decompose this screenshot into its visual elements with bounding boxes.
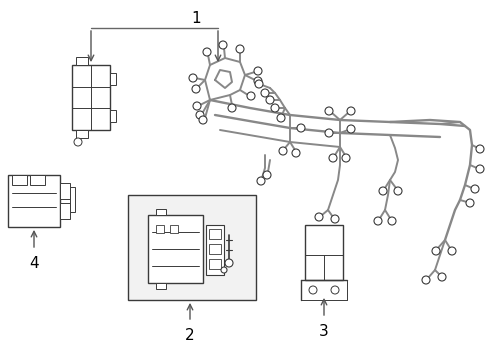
Circle shape <box>291 149 299 157</box>
Circle shape <box>328 154 336 162</box>
Circle shape <box>387 217 395 225</box>
Bar <box>76 130 88 138</box>
Circle shape <box>325 129 332 137</box>
Text: 4: 4 <box>29 256 39 270</box>
Bar <box>208 259 221 269</box>
Circle shape <box>330 286 338 294</box>
Circle shape <box>253 77 262 85</box>
Bar <box>148 215 203 283</box>
Bar <box>12 175 27 185</box>
Bar <box>156 209 165 215</box>
Circle shape <box>261 89 268 97</box>
Circle shape <box>314 213 323 221</box>
Circle shape <box>276 114 285 122</box>
Circle shape <box>189 74 197 82</box>
Bar <box>110 73 116 85</box>
Circle shape <box>196 111 203 119</box>
Circle shape <box>192 85 200 93</box>
Text: 1: 1 <box>191 10 201 26</box>
Bar <box>156 225 163 233</box>
Circle shape <box>246 92 254 100</box>
Text: 2: 2 <box>185 328 194 342</box>
Circle shape <box>219 41 226 49</box>
Circle shape <box>431 247 439 255</box>
Circle shape <box>224 259 232 267</box>
Circle shape <box>378 187 386 195</box>
Bar <box>76 57 88 65</box>
Circle shape <box>279 147 286 155</box>
Circle shape <box>341 154 349 162</box>
Bar <box>60 203 70 219</box>
Circle shape <box>330 215 338 223</box>
Circle shape <box>203 48 210 56</box>
Circle shape <box>373 217 381 225</box>
Circle shape <box>227 104 236 112</box>
Circle shape <box>193 102 201 110</box>
Circle shape <box>325 107 332 115</box>
Text: 3: 3 <box>319 324 328 339</box>
Circle shape <box>199 116 206 124</box>
Circle shape <box>346 107 354 115</box>
Bar <box>170 225 178 233</box>
Circle shape <box>296 124 305 132</box>
Circle shape <box>475 165 483 173</box>
Circle shape <box>470 185 478 193</box>
Bar <box>128 195 256 300</box>
Circle shape <box>236 45 244 53</box>
Circle shape <box>393 187 401 195</box>
Bar <box>305 225 342 280</box>
Circle shape <box>254 80 263 88</box>
Bar <box>208 244 221 254</box>
Circle shape <box>253 67 262 75</box>
Circle shape <box>475 145 483 153</box>
Circle shape <box>74 138 82 146</box>
Circle shape <box>257 177 264 185</box>
Circle shape <box>308 286 316 294</box>
Circle shape <box>447 247 455 255</box>
Circle shape <box>421 276 429 284</box>
Bar <box>208 229 221 239</box>
Bar <box>30 175 45 185</box>
Bar <box>156 283 165 289</box>
Bar <box>110 110 116 122</box>
Circle shape <box>437 273 445 281</box>
Bar <box>70 187 75 212</box>
Circle shape <box>263 171 270 179</box>
Circle shape <box>346 125 354 133</box>
Circle shape <box>465 199 473 207</box>
Bar <box>72 65 110 130</box>
Circle shape <box>265 96 273 104</box>
Bar <box>8 175 60 227</box>
Bar <box>60 183 70 199</box>
Circle shape <box>221 267 226 273</box>
Circle shape <box>270 104 279 112</box>
Bar <box>205 225 224 275</box>
